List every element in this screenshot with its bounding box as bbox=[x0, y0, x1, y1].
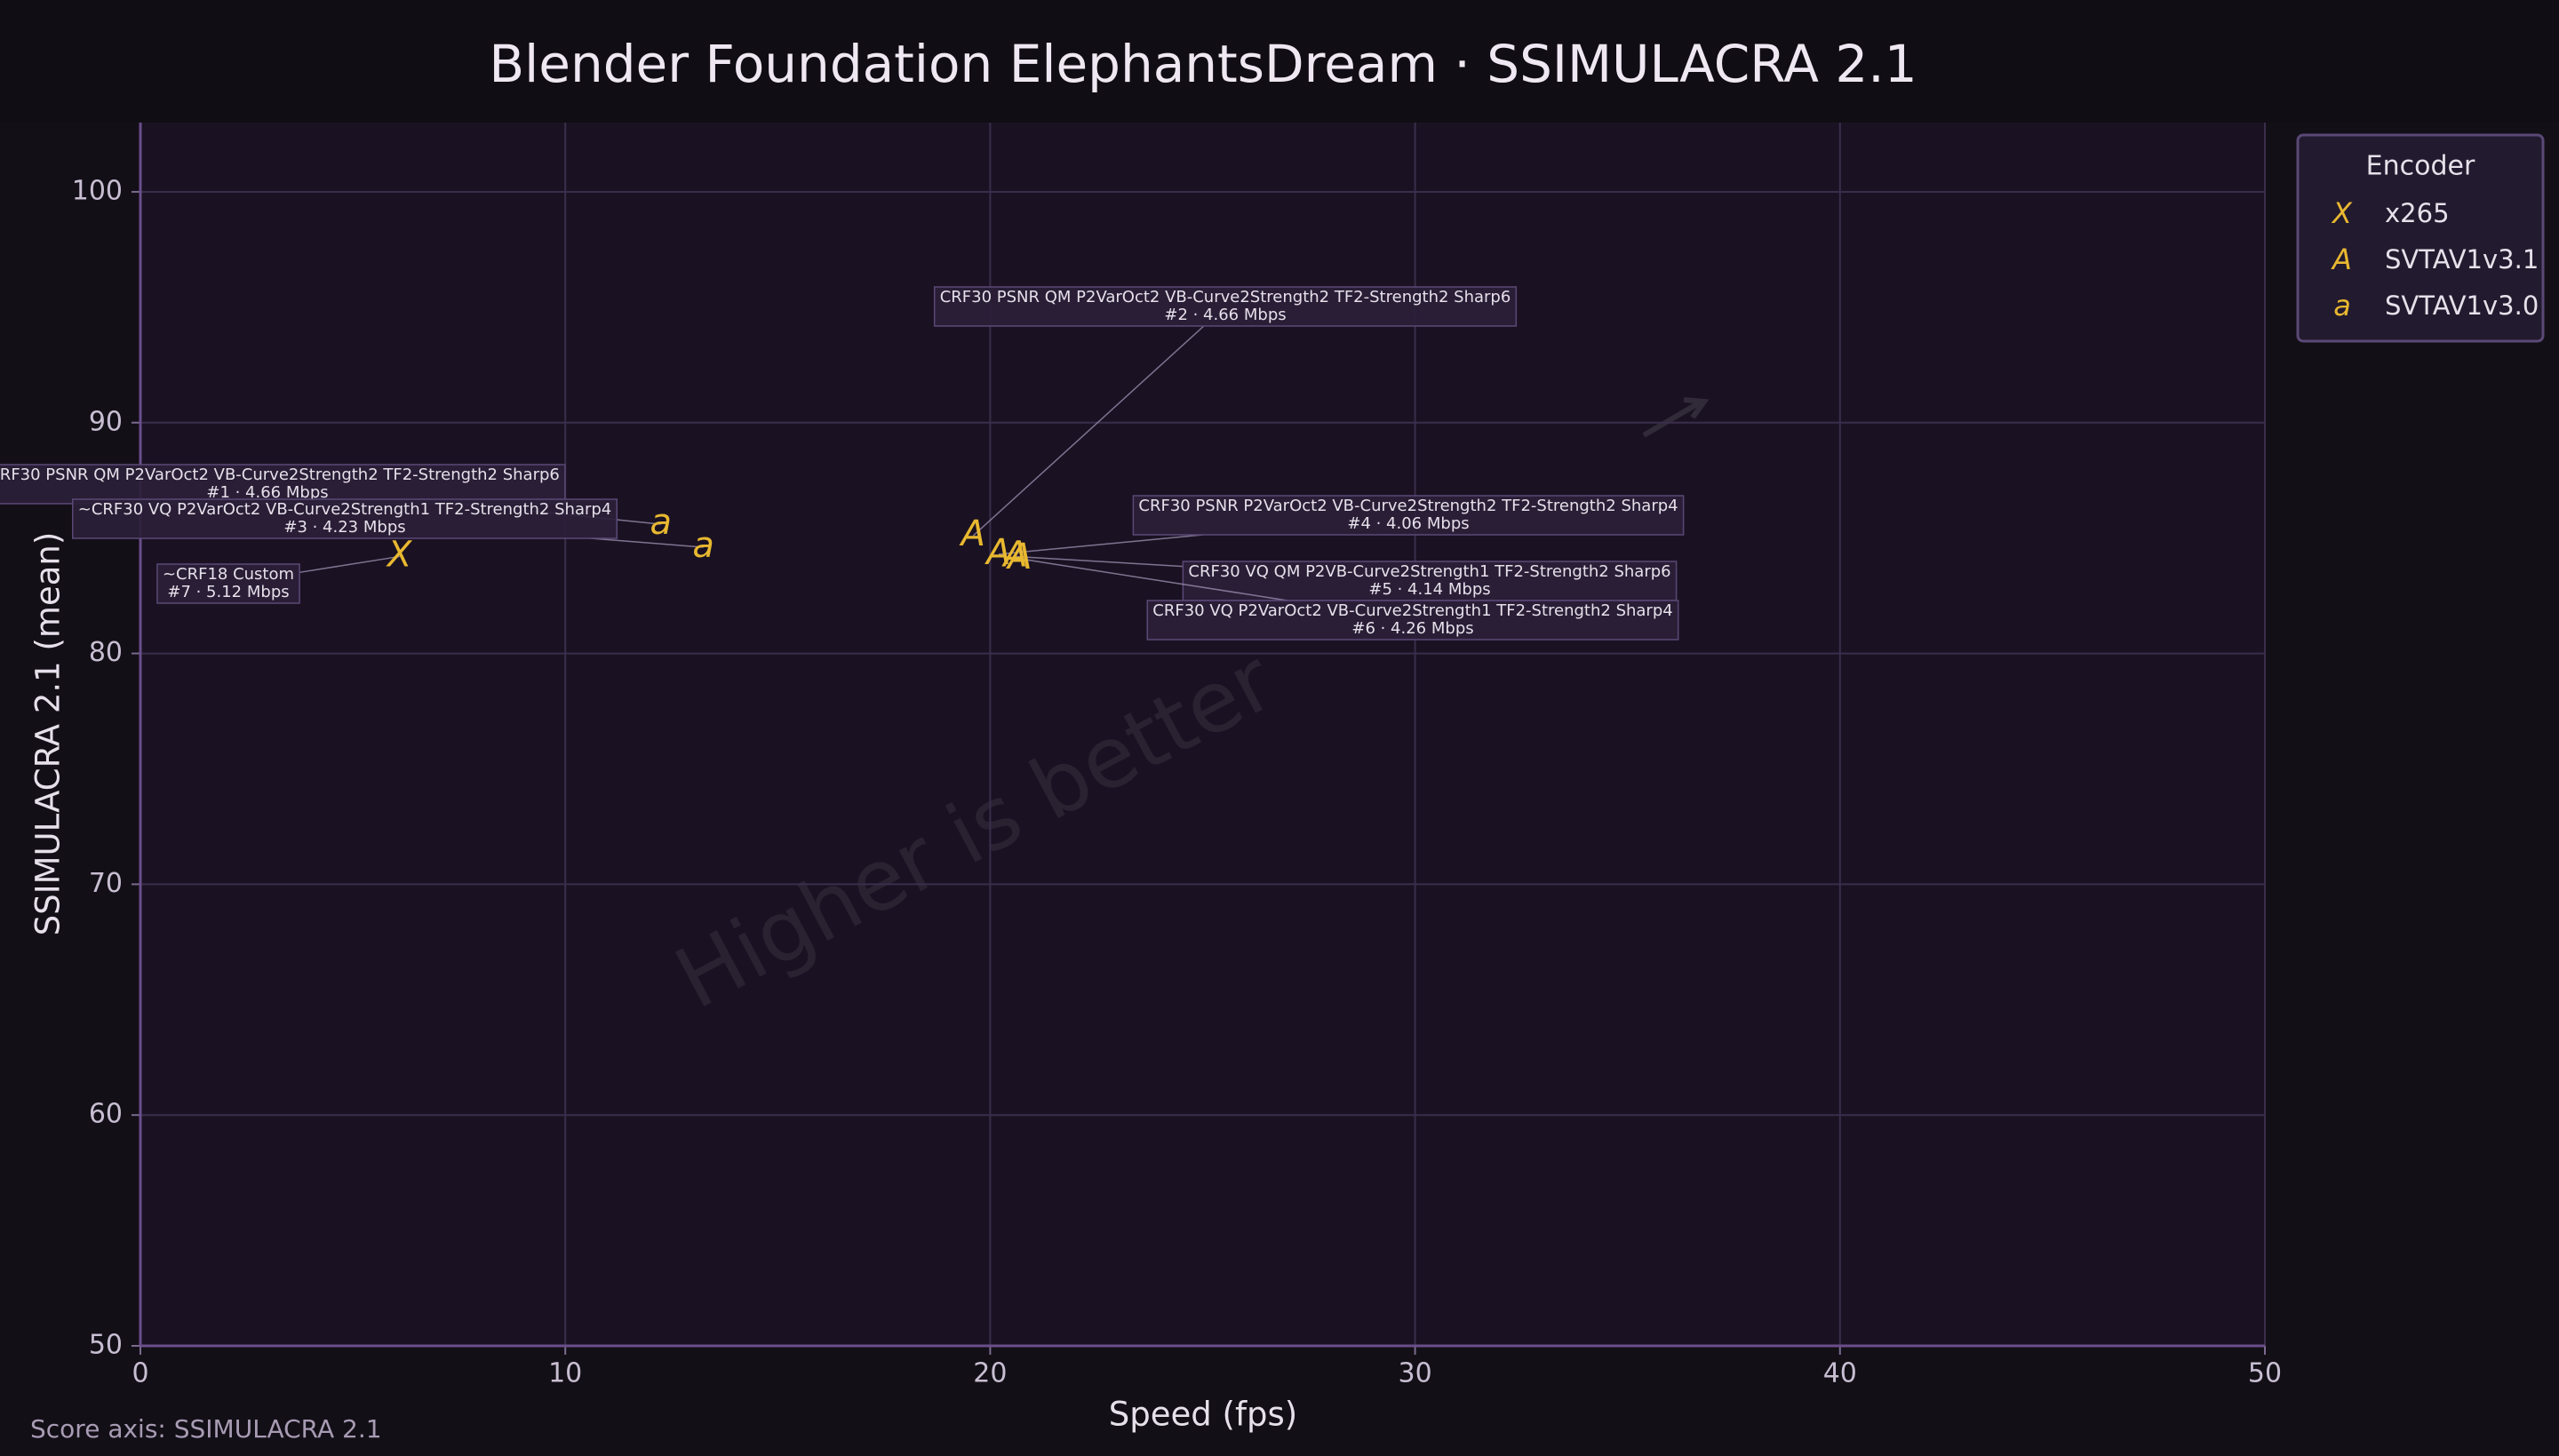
annotation: ~CRF30 VQ P2VarOct2 VB-Curve2Strength1 T… bbox=[71, 498, 704, 548]
legend-marker: X bbox=[2331, 196, 2353, 230]
footnote: Score axis: SSIMULACRA 2.1 bbox=[30, 1414, 382, 1444]
legend-label: x265 bbox=[2385, 198, 2450, 228]
leader-line bbox=[1016, 555, 1184, 568]
annotation-detail: #5 · 4.14 Mbps bbox=[1368, 580, 1490, 599]
leader-line bbox=[590, 537, 704, 548]
leader-line bbox=[299, 555, 400, 574]
leader-line bbox=[998, 534, 1203, 555]
x-tick-label: 30 bbox=[1399, 1358, 1432, 1389]
y-tick-label: 70 bbox=[89, 868, 123, 899]
annotation-text: CRF30 PSNR QM P2VarOct2 VB-Curve2Strengt… bbox=[940, 288, 1511, 306]
y-tick-label: 60 bbox=[89, 1099, 123, 1130]
annotation-text: ~CRF18 Custom bbox=[163, 565, 294, 584]
annotation-box bbox=[933, 286, 1518, 327]
y-axis-label: SSIMULACRA 2.1 (mean) bbox=[29, 532, 68, 936]
annotation-box bbox=[1146, 600, 1679, 640]
leader-line bbox=[1019, 558, 1288, 601]
chart-title: Blender Foundation ElephantsDream · SSIM… bbox=[489, 34, 1917, 94]
y-tick-label: 50 bbox=[89, 1330, 123, 1361]
point: A bbox=[959, 513, 985, 554]
legend-title: Encoder bbox=[2366, 151, 2475, 182]
annotation: ~CRF30 PSNR QM P2VarOct2 VB-Curve2Streng… bbox=[0, 464, 661, 525]
point: A bbox=[984, 532, 1010, 573]
annotation-box bbox=[0, 464, 566, 505]
annotation-box bbox=[1182, 561, 1678, 601]
annotation-text: CRF30 VQ P2VarOct2 VB-Curve2Strength1 TF… bbox=[1152, 601, 1672, 620]
x-axis-label: Speed (fps) bbox=[1109, 1396, 1297, 1434]
annotation-detail: #7 · 5.12 Mbps bbox=[167, 583, 289, 601]
point: A bbox=[1000, 534, 1027, 575]
legend-marker: a bbox=[2333, 289, 2351, 322]
annotation: CRF30 PSNR P2VarOct2 VB-Curve2Strength2 … bbox=[998, 495, 1685, 555]
point: A bbox=[1005, 537, 1032, 577]
annotation-detail: #1 · 4.66 Mbps bbox=[206, 483, 328, 502]
leader-line bbox=[972, 325, 1205, 537]
x-tick-label: 50 bbox=[2248, 1358, 2282, 1389]
legend-label: SVTAV1v3.0 bbox=[2385, 290, 2539, 321]
legend-marker: A bbox=[2331, 243, 2352, 276]
annotation: CRF30 VQ P2VarOct2 VB-Curve2Strength1 TF… bbox=[1019, 558, 1679, 640]
annotation: ~CRF18 Custom#7 · 5.12 Mbps bbox=[156, 555, 400, 604]
x-tick-label: 20 bbox=[973, 1358, 1007, 1389]
annotation-box bbox=[1132, 495, 1685, 536]
annotation-detail: #4 · 4.06 Mbps bbox=[1347, 514, 1469, 533]
annotation-detail: #2 · 4.66 Mbps bbox=[1164, 306, 1286, 324]
y-tick-label: 80 bbox=[89, 637, 123, 668]
legend-label: SVTAV1v3.1 bbox=[2385, 244, 2539, 274]
annotations: ~CRF18 Custom#7 · 5.12 Mbps CRF30 PSNR QM… bbox=[0, 286, 1685, 640]
watermark-arrow bbox=[1642, 397, 1710, 438]
annotation-text: CRF30 VQ QM P2VB-Curve2Strength1 TF2-Str… bbox=[1188, 562, 1670, 581]
x-tick-label: 0 bbox=[132, 1358, 148, 1389]
point: a bbox=[692, 525, 714, 566]
annotation: CRF30 PSNR QM P2VarOct2 VB-Curve2Strengt… bbox=[933, 286, 1518, 537]
legend-box bbox=[2296, 133, 2545, 343]
annotation: CRF30 VQ QM P2VB-Curve2Strength1 TF2-Str… bbox=[1016, 555, 1678, 601]
y-tick-label: 90 bbox=[89, 406, 123, 437]
annotation-text: CRF30 PSNR P2VarOct2 VB-Curve2Strength2 … bbox=[1138, 497, 1678, 515]
x-tick-label: 10 bbox=[548, 1358, 582, 1389]
annotation-detail: #6 · 4.26 Mbps bbox=[1351, 619, 1473, 638]
annotation-detail: #3 · 4.23 Mbps bbox=[283, 518, 405, 537]
annotation-box bbox=[71, 498, 618, 539]
point: a bbox=[650, 502, 673, 543]
annotation-box bbox=[156, 563, 300, 604]
y-tick-label: 100 bbox=[72, 175, 123, 206]
annotation-text: ~CRF30 VQ P2VarOct2 VB-Curve2Strength1 T… bbox=[78, 500, 612, 519]
point: X bbox=[386, 534, 413, 575]
header-band bbox=[0, 0, 2559, 123]
annotation-text: ~CRF30 PSNR QM P2VarOct2 VB-Curve2Streng… bbox=[0, 465, 560, 484]
x-tick-label: 40 bbox=[1823, 1358, 1857, 1389]
